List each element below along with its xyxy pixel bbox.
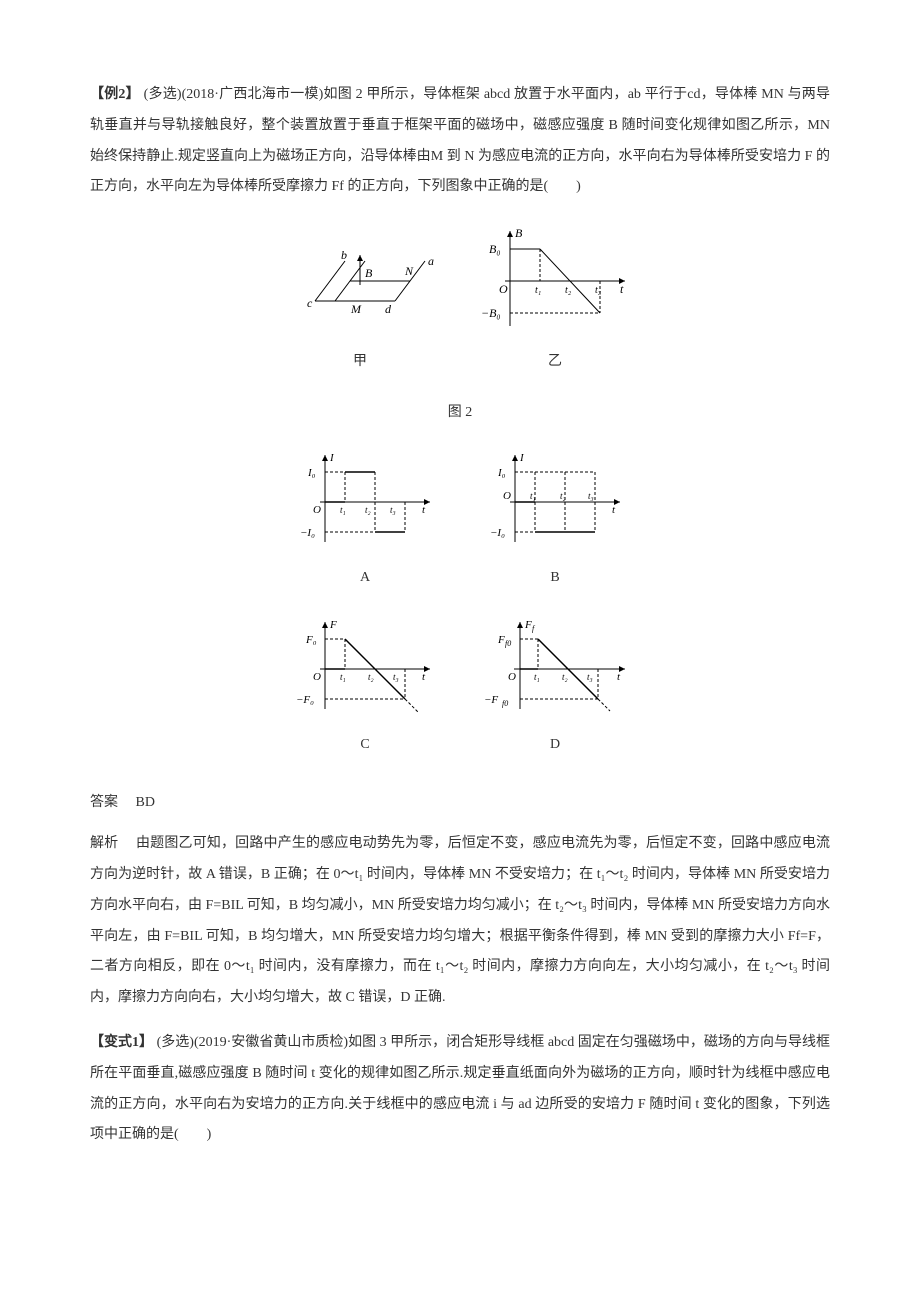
A-t2: t₂ [365,505,371,515]
yi-ypos: B₀ [489,242,501,256]
B-t2: t₂ [560,491,566,501]
answer-label: 答案 [90,795,118,810]
yi-caption: 乙 [475,347,635,378]
jia-caption: 甲 [285,347,435,378]
D-origin: O [508,671,516,683]
C-ylabel: F [329,619,337,631]
B-ylabel: I [519,452,525,464]
svg-text:F: F [524,619,532,631]
explain-text: 由题图乙可知，回路中产生的感应电动势先为零，后恒定不变，感应电流先为零，后恒定不… [90,836,830,1005]
example2-label: 【例2】 [90,87,140,102]
A-ypos: I₀ [307,467,316,479]
variant1-label: 【变式1】 [90,1035,153,1050]
variant1-text: (多选)(2019·安徽省黄山市质检)如图 3 甲所示，闭合矩形导线框 abcd… [90,1035,830,1142]
example2-text: 【例2】 (多选)(2018·广西北海市一模)如图 2 甲所示，导体框架 abc… [90,80,830,203]
option-B: I I₀ O t₁ t₂ t₃ t −I₀ B [480,447,630,608]
A-ylabel: I [329,452,335,464]
figure2: b N a c M d B 甲 [90,221,830,429]
figure2-row: b N a c M d B 甲 [90,221,830,392]
B-ypos: I₀ [497,467,506,479]
jia-M: M [350,302,362,316]
jia-N: N [404,264,414,278]
variant1-para: 【变式1】 (多选)(2019·安徽省黄山市质检)如图 3 甲所示，闭合矩形导线… [90,1028,830,1151]
options-row1: I I₀ O t₁ t₂ t₃ t −I₀ A [90,447,830,608]
A-yneg: −I₀ [300,527,315,539]
C-label: C [290,730,440,761]
svg-text:f: f [532,624,536,633]
D-t2: t₂ [562,672,568,682]
svg-text:F: F [497,634,505,646]
C-t3: t₃ [393,672,399,682]
example2-body: (多选)(2018·广西北海市一模)如图 2 甲所示，导体框架 abcd 放置于… [90,87,830,194]
C-t2: t₂ [368,672,374,682]
C-xlabel: t [422,671,426,683]
svg-text:−F: −F [484,694,498,706]
answer-text: BD [136,795,155,810]
option-C: F F₀ O t₁ t₂ t₃ t −F₀ C [290,614,440,775]
yi-yneg: −B₀ [481,306,501,320]
B-t3: t₃ [588,491,594,501]
B-t1: t₁ [530,491,536,501]
B-origin: O [503,490,511,502]
A-xlabel: t [422,504,426,516]
B-label: B [480,563,630,594]
svg-text:f0: f0 [505,639,511,648]
explain-label: 解析 [90,836,118,851]
yi-ylabel: B [515,226,523,240]
D-label: D [480,730,630,761]
jia-a: a [428,254,434,268]
A-label: A [290,563,440,594]
options-row2: F F₀ O t₁ t₂ t₃ t −F₀ C [90,614,830,775]
C-origin: O [313,671,321,683]
jia-b: b [341,248,347,262]
B-yneg: −I₀ [490,527,505,539]
yi-t1: t₁ [535,285,541,296]
D-t3: t₃ [587,672,593,682]
yi-t3: t₃ [595,285,602,296]
figure2-jia: b N a c M d B 甲 [285,231,435,392]
yi-t2: t₂ [565,285,572,296]
figure2-yi: B B₀ O t₁ t₂ t₃ t −B₀ 乙 [475,221,635,392]
options-block: I I₀ O t₁ t₂ t₃ t −I₀ A [90,447,830,775]
answer-line: 答案 BD [90,788,830,819]
A-t1: t₁ [340,505,346,515]
svg-text:f0: f0 [502,699,508,708]
A-origin: O [313,504,321,516]
D-t1: t₁ [534,672,540,682]
jia-B: B [365,266,373,280]
option-A: I I₀ O t₁ t₂ t₃ t −I₀ A [290,447,440,608]
C-ypos: F₀ [305,634,317,646]
explain-para: 解析 由题图乙可知，回路中产生的感应电动势先为零，后恒定不变，感应电流先为零，后… [90,829,830,1014]
option-D: Ff Ff0 O t₁ t₂ t₃ t −F f0 D [480,614,630,775]
yi-xlabel: t [620,282,624,296]
C-t1: t₁ [340,672,346,682]
jia-c: c [307,296,313,310]
figure2-caption: 图 2 [90,398,830,429]
D-xlabel: t [617,671,621,683]
yi-origin: O [499,282,508,296]
B-xlabel: t [612,504,616,516]
C-yneg: −F₀ [296,694,314,706]
A-t3: t₃ [390,505,396,515]
jia-d: d [385,302,392,316]
